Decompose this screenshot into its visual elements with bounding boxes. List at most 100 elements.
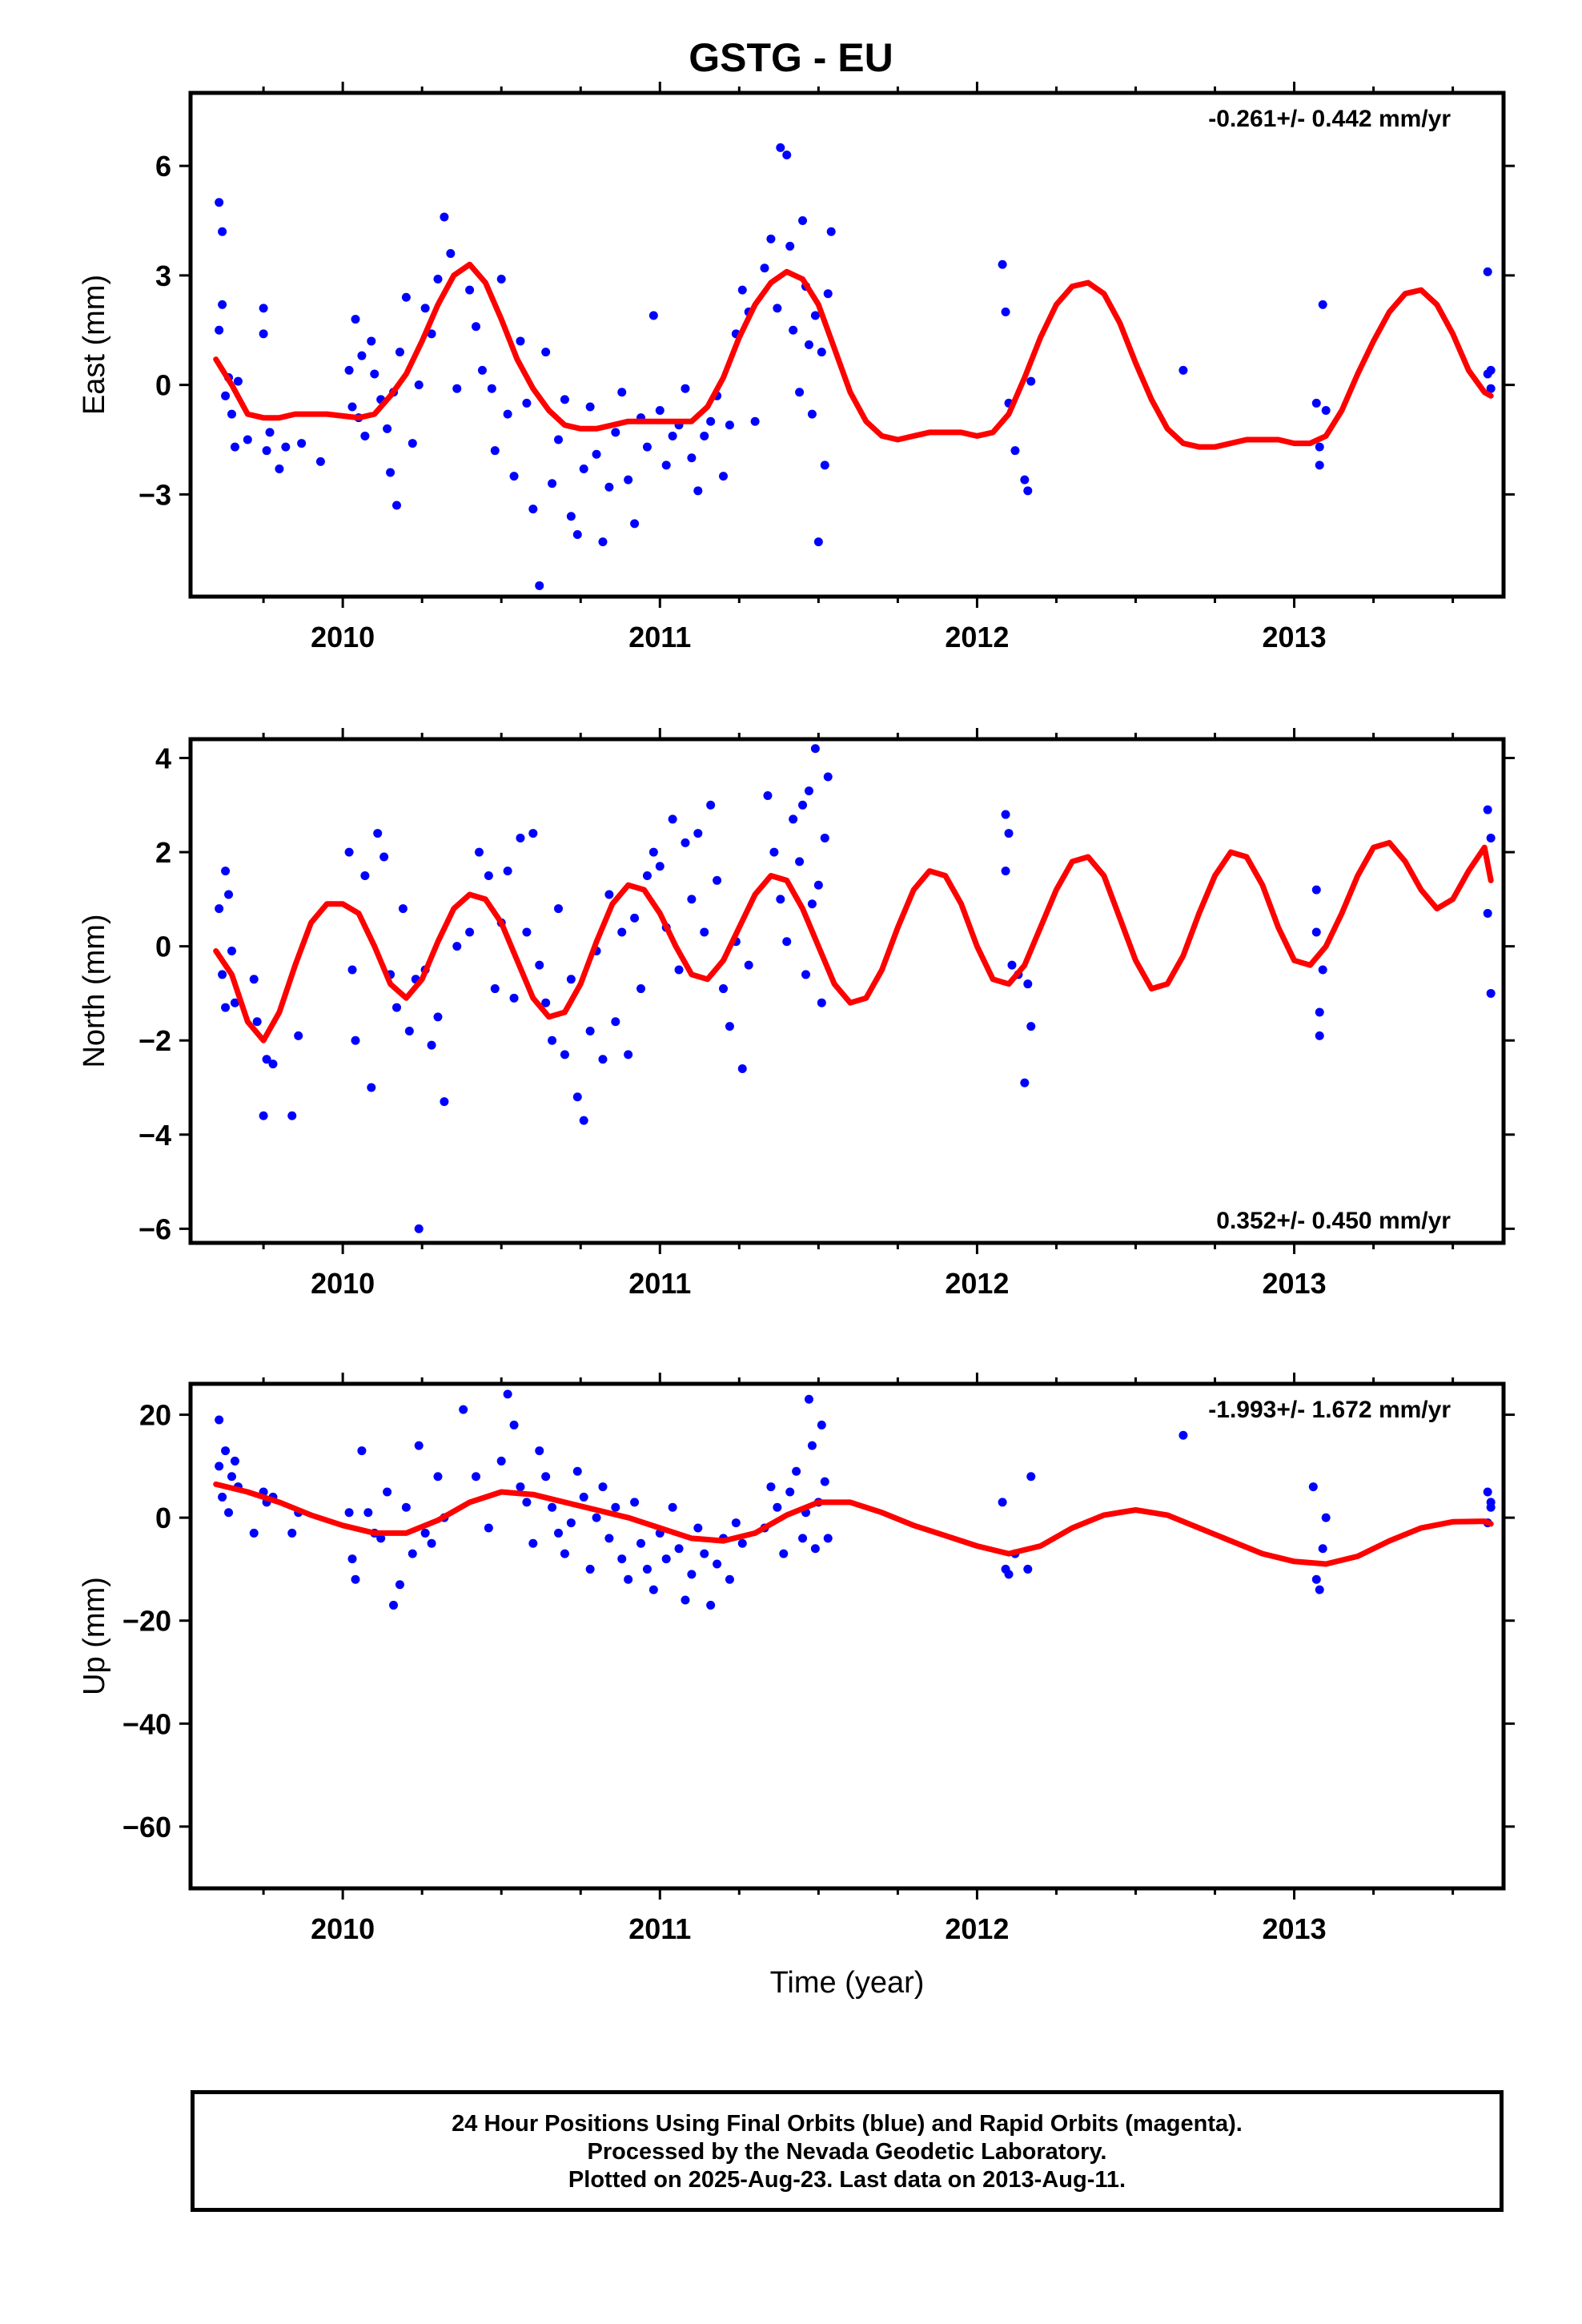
up-data-point	[1321, 1513, 1331, 1522]
north-data-point	[681, 838, 690, 847]
north-panel: 2010 2011 2012 2013 4 2 0 −2 −4 −6 North (mm) 0.352…	[78, 728, 1515, 1300]
up-data-point	[668, 1502, 677, 1512]
east-data-point	[218, 300, 227, 309]
north-data-point	[262, 1055, 271, 1064]
up-data-point	[459, 1405, 468, 1414]
east-rate-label: -0.261+/- 0.442 mm/yr	[1208, 106, 1451, 132]
north-data-point	[221, 866, 231, 876]
east-data-point	[465, 285, 475, 295]
north-data-point	[642, 870, 652, 880]
east-data-point	[1010, 446, 1020, 456]
east-data-point	[395, 348, 404, 357]
north-data-point	[252, 1017, 262, 1027]
east-data-point	[817, 348, 826, 357]
east-data-point	[548, 479, 557, 489]
north-data-point	[817, 998, 826, 1007]
north-data-point	[490, 984, 500, 994]
up-data-point	[376, 1534, 386, 1543]
north-data-point	[668, 814, 677, 824]
north-x-tick-label: 2011	[628, 1267, 691, 1300]
east-data-point	[630, 519, 640, 529]
up-data-point	[357, 1446, 367, 1456]
east-data-point	[496, 274, 506, 283]
up-data-point	[1483, 1487, 1492, 1497]
up-data-point	[395, 1580, 404, 1590]
north-data-point	[1311, 885, 1321, 895]
up-data-point	[215, 1415, 224, 1425]
up-data-point	[1026, 1472, 1036, 1482]
east-data-point	[522, 398, 532, 408]
east-data-point	[813, 537, 823, 547]
east-data-point	[655, 406, 665, 416]
north-data-point	[804, 786, 813, 796]
up-data-point	[725, 1574, 734, 1584]
up-data-point	[687, 1570, 697, 1579]
north-data-point	[700, 927, 709, 937]
east-data-point	[383, 424, 392, 433]
north-data-point	[1483, 909, 1492, 919]
north-data-point	[713, 875, 722, 885]
up-data-point	[420, 1528, 430, 1538]
up-data-point	[344, 1508, 354, 1518]
east-data-point	[227, 409, 236, 419]
north-data-point	[560, 1050, 569, 1059]
north-data-point	[813, 880, 823, 890]
east-data-point	[1178, 365, 1188, 375]
east-data-point	[554, 435, 564, 444]
east-data-point	[446, 249, 456, 259]
up-x-tick-label: 2012	[945, 1912, 1009, 1945]
north-data-point	[769, 847, 779, 857]
up-data-point	[1178, 1430, 1188, 1440]
up-data-point	[766, 1482, 776, 1492]
east-data-point	[719, 472, 729, 481]
up-data-point	[674, 1544, 684, 1554]
east-data-point	[624, 475, 633, 485]
east-y-tick-label: −3	[139, 478, 171, 511]
up-data-point	[798, 1534, 808, 1543]
north-data-point	[636, 984, 646, 994]
north-x-tick-label: 2010	[311, 1267, 375, 1300]
north-data-point	[604, 890, 614, 899]
east-data-point	[433, 274, 443, 283]
x-axis-label: Time (year)	[770, 1966, 925, 2000]
north-data-point	[648, 847, 658, 857]
up-data-point	[503, 1389, 512, 1399]
up-x-tick-label: 2011	[628, 1912, 691, 1945]
east-data-point	[592, 449, 601, 459]
north-data-point	[776, 895, 785, 904]
north-data-point	[617, 927, 627, 937]
north-data-point	[227, 947, 236, 956]
north-data-point	[1007, 960, 1017, 970]
east-data-point	[1315, 460, 1324, 470]
up-data-point	[713, 1559, 722, 1569]
north-data-point	[509, 993, 519, 1003]
north-data-point	[687, 895, 697, 904]
east-data-point	[490, 446, 500, 456]
north-data-point	[598, 1055, 608, 1064]
east-data-point	[737, 285, 747, 295]
up-y-tick-label: −20	[122, 1605, 171, 1638]
north-data-point	[719, 984, 729, 994]
up-data-point	[535, 1446, 544, 1456]
footer-line-3: Plotted on 2025-Aug-23. Last data on 201…	[568, 2167, 1126, 2193]
north-data-point	[221, 1003, 231, 1012]
up-y-tick-label: −60	[122, 1811, 171, 1844]
north-data-point	[215, 904, 224, 914]
up-data-point	[224, 1508, 234, 1518]
east-data-point	[452, 384, 462, 393]
up-data-point	[218, 1492, 227, 1502]
east-data-point	[528, 505, 538, 514]
north-y-tick-label: −4	[139, 1119, 171, 1152]
north-y-tick-label: 0	[155, 931, 171, 963]
north-data-point	[1023, 979, 1033, 989]
north-data-point	[763, 791, 773, 801]
north-data-point	[823, 772, 833, 782]
north-y-tick-label: −2	[139, 1024, 171, 1057]
east-fit-line	[213, 261, 1494, 450]
up-data-point	[1023, 1564, 1033, 1574]
east-data-point	[693, 486, 703, 496]
north-data-point	[693, 829, 703, 838]
east-data-point	[782, 150, 792, 159]
east-data-point	[1020, 475, 1030, 485]
east-data-point	[344, 365, 354, 375]
